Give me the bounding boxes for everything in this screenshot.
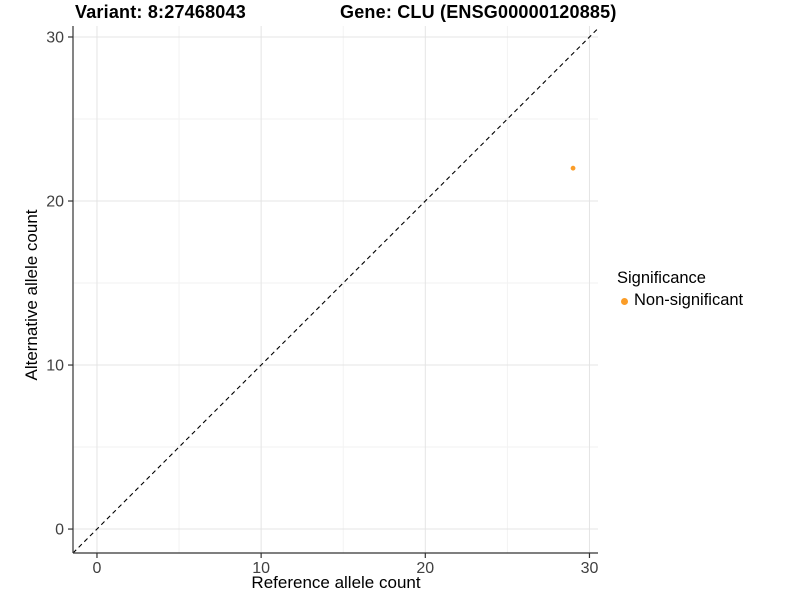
y-tick-label: 30	[46, 29, 64, 46]
tick-labels: 0 10 20 30 0 10 20 30	[46, 29, 598, 577]
legend-key-dot-icon	[621, 297, 628, 305]
data-point	[570, 165, 576, 171]
legend-entry-label: Non-significant	[634, 291, 744, 309]
x-tick-label: 20	[416, 560, 434, 577]
y-axis-title: Alternative allele count	[22, 209, 41, 381]
gridlines-minor	[73, 26, 598, 553]
tick-marks	[68, 36, 591, 558]
y-tick-label: 20	[46, 194, 64, 211]
identity-reference-line	[72, 28, 599, 554]
legend-entry: Non-significant	[617, 290, 743, 311]
x-axis-title: Reference allele count	[251, 573, 421, 592]
legend-entries: Non-significant	[617, 290, 743, 311]
y-tick-label: 10	[46, 358, 64, 375]
axis-lines	[72, 26, 598, 554]
x-tick-label: 10	[252, 560, 270, 577]
x-tick-label: 0	[93, 560, 102, 577]
legend: Significance Non-significant	[617, 269, 743, 311]
y-tick-label: 0	[55, 522, 64, 539]
gene-title: Gene: CLU (ENSG00000120885)	[340, 2, 617, 22]
gridlines-major	[73, 26, 598, 553]
legend-title: Significance	[617, 269, 706, 287]
variant-title: Variant: 8:27468043	[75, 2, 246, 22]
x-tick-label: 30	[581, 560, 599, 577]
